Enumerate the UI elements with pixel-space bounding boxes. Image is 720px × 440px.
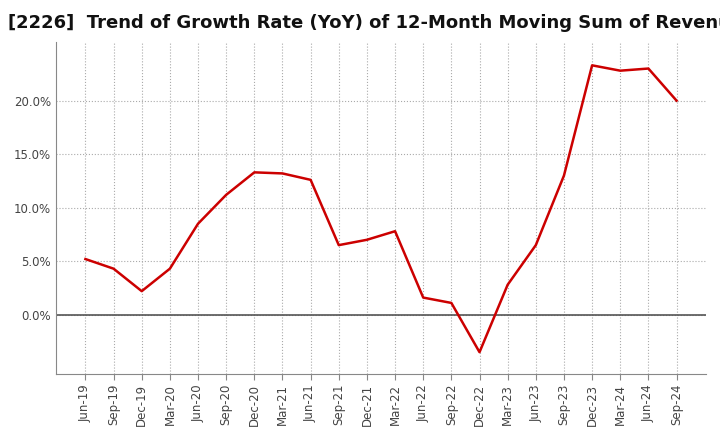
Title: [2226]  Trend of Growth Rate (YoY) of 12-Month Moving Sum of Revenues: [2226] Trend of Growth Rate (YoY) of 12-… — [8, 14, 720, 32]
